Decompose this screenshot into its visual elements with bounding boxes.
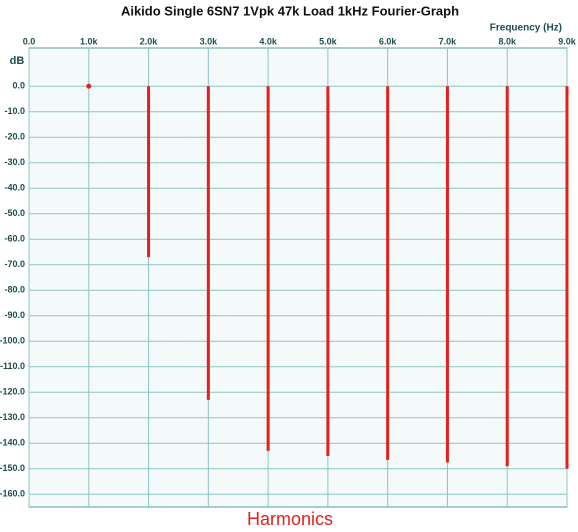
x-tick-label: 1.0k: [80, 36, 99, 46]
y-tick-label: -140.0: [0, 438, 25, 448]
y-tick-label: -20.0: [4, 132, 25, 142]
x-tick-label: 9.0k: [558, 36, 577, 46]
y-tick-label: -130.0: [0, 412, 25, 422]
y-tick-label: -40.0: [4, 183, 25, 193]
x-tick-label: 8.0k: [498, 36, 517, 46]
y-tick-label: -90.0: [4, 310, 25, 320]
y-tick-label: -160.0: [0, 489, 25, 499]
y-tick-label: -60.0: [4, 234, 25, 244]
y-tick-label: -80.0: [4, 285, 25, 295]
x-tick-label: 2.0k: [140, 36, 159, 46]
y-tick-label: -100.0: [0, 336, 25, 346]
y-tick-label: 0.0: [12, 81, 25, 91]
y-axis-label: dB: [10, 55, 25, 67]
y-tick-label: -10.0: [4, 106, 25, 116]
y-tick-label: -110.0: [0, 361, 25, 371]
x-tick-label: 7.0k: [439, 36, 458, 46]
caption: Harmonics: [247, 509, 333, 529]
x-tick-label: 6.0k: [379, 36, 398, 46]
x-axis-label: Frequency (Hz): [490, 23, 562, 34]
x-tick-label: 4.0k: [259, 36, 278, 46]
x-tick-label: 0.0: [23, 36, 36, 46]
y-tick-label: -150.0: [0, 463, 25, 473]
chart-title: Aikido Single 6SN7 1Vpk 47k Load 1kHz Fo…: [121, 3, 459, 18]
plot-area: [28, 47, 568, 508]
x-tick-label: 5.0k: [319, 36, 338, 46]
y-tick-label: -50.0: [4, 208, 25, 218]
x-tick-label: 3.0k: [200, 36, 219, 46]
y-tick-label: -120.0: [0, 387, 25, 397]
y-tick-label: -70.0: [4, 259, 25, 269]
stem-dot: [86, 83, 92, 89]
y-tick-label: -30.0: [4, 157, 25, 167]
